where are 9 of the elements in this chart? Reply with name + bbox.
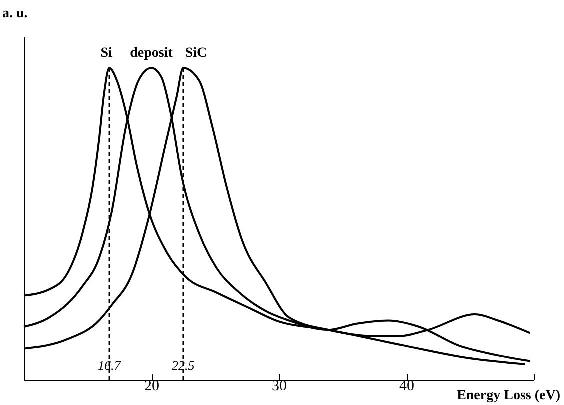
x-tick-label: 30 bbox=[272, 378, 287, 394]
y-axis-title: a. u. bbox=[2, 6, 28, 22]
series-label: SiC bbox=[185, 46, 208, 62]
x-axis-title: Energy Loss (eV) bbox=[457, 388, 561, 404]
x-tick-label: 20 bbox=[144, 378, 160, 394]
ref-line-label: 16.7 bbox=[98, 358, 122, 373]
series-label: Si bbox=[100, 46, 113, 62]
series-label: deposit bbox=[130, 46, 174, 62]
x-tick-label: 40 bbox=[400, 378, 414, 394]
